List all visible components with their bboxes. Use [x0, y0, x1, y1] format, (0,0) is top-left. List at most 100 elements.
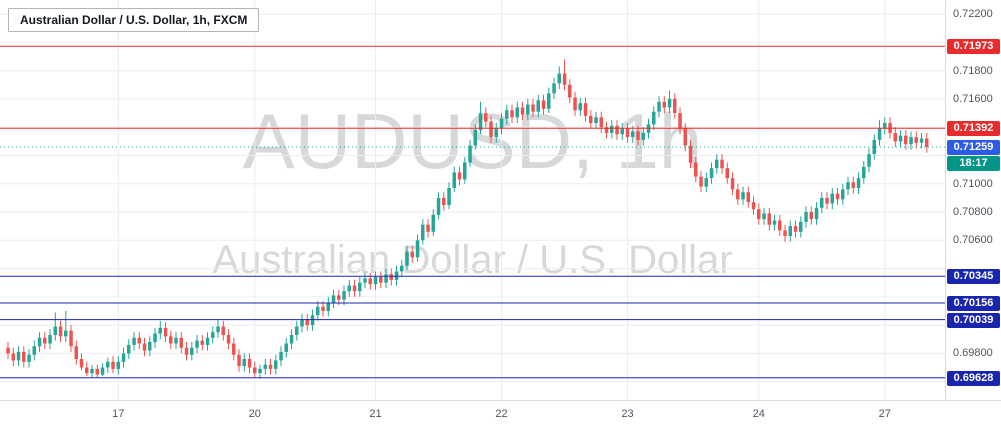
- candle-body: [158, 327, 162, 334]
- time-axis[interactable]: 17 20 21 22 23 24 27: [0, 400, 1001, 434]
- candle-body: [772, 220, 777, 225]
- legend-text: Australian Dollar / U.S. Dollar, 1h, FXC…: [20, 13, 248, 27]
- candle-body: [589, 115, 593, 123]
- candle-body: [347, 285, 351, 292]
- price-axis-label: 0.71800: [953, 65, 993, 77]
- candle-body: [79, 359, 84, 368]
- candle-body: [106, 361, 110, 368]
- candle-body: [53, 326, 57, 335]
- candle-body: [484, 113, 488, 122]
- candle-body: [820, 197, 824, 208]
- candle-body: [793, 226, 798, 232]
- candle-body: [720, 159, 724, 169]
- candle-body: [358, 282, 362, 292]
- candle-body: [541, 100, 546, 109]
- price-axis-label: 0.70800: [953, 206, 993, 218]
- candle-body: [783, 230, 787, 237]
- candle-body: [111, 361, 115, 369]
- candle-body: [410, 251, 414, 258]
- candle-body: [179, 337, 183, 348]
- candle-body: [762, 213, 766, 220]
- candle-body: [6, 347, 10, 354]
- price-chart-canvas[interactable]: [0, 0, 945, 400]
- bar-countdown-badge: 18:17: [947, 156, 1000, 171]
- candle-body: [352, 285, 357, 292]
- candle-body: [615, 125, 619, 135]
- candle-body: [505, 110, 509, 119]
- candle-body: [74, 346, 78, 359]
- candle-body: [452, 172, 456, 188]
- candle-body: [814, 207, 819, 220]
- candle-body: [652, 111, 656, 125]
- candle-body: [310, 315, 315, 326]
- candle-body: [289, 335, 294, 344]
- candle-body: [22, 351, 26, 362]
- candle-body: [284, 343, 288, 352]
- candle-body: [90, 368, 94, 374]
- candle-body: [442, 197, 446, 205]
- time-axis-label: 22: [495, 408, 508, 420]
- candle-body: [510, 110, 514, 118]
- candle-body: [825, 197, 829, 204]
- candle-body: [363, 278, 367, 283]
- candle-body: [489, 121, 493, 138]
- time-axis-label: 23: [621, 408, 634, 420]
- candle-body: [919, 138, 924, 143]
- candle-body: [142, 343, 147, 351]
- candle-body: [184, 347, 189, 355]
- candle-body: [867, 154, 871, 167]
- candle-body: [268, 364, 273, 369]
- price-axis[interactable]: 0.72200 0.71800 0.71600 0.71000 0.70800 0.706…: [945, 0, 1001, 400]
- candle-body: [478, 113, 483, 131]
- candle-body: [625, 128, 630, 138]
- level-price-badge: 0.70156: [947, 296, 1000, 311]
- candle-body: [872, 139, 876, 154]
- candle-body: [610, 125, 614, 133]
- candle-body: [211, 332, 215, 338]
- candle-body: [736, 189, 740, 200]
- candle-body: [27, 354, 31, 362]
- candle-body: [190, 347, 194, 355]
- level-price-badge: 0.71392: [947, 121, 1000, 136]
- candle-body: [636, 131, 640, 140]
- level-price-badge: 0.71973: [947, 39, 1000, 54]
- candle-body: [169, 336, 173, 344]
- candle-body: [457, 172, 462, 180]
- candle-body: [316, 306, 320, 316]
- candle-body: [515, 107, 519, 118]
- candle-body: [331, 295, 336, 303]
- candle-body: [767, 213, 771, 225]
- candle-body: [856, 178, 861, 188]
- candle-body: [757, 209, 761, 220]
- candle-body: [641, 132, 645, 140]
- candle-body: [405, 251, 409, 266]
- time-axis-label: 27: [878, 408, 891, 420]
- candle-body: [37, 337, 42, 347]
- candle-body: [578, 103, 582, 111]
- candle-body: [64, 330, 68, 337]
- candle-body: [400, 265, 404, 272]
- candle-body: [468, 145, 472, 163]
- candle-body: [499, 118, 504, 129]
- candle-body: [431, 214, 435, 232]
- candle-body: [673, 98, 677, 113]
- candle-body: [604, 127, 609, 133]
- candle-body: [242, 359, 246, 367]
- candle-body: [583, 103, 588, 116]
- time-axis-label: 21: [369, 408, 382, 420]
- level-lines: [0, 45, 945, 379]
- candle-body: [295, 326, 299, 335]
- candle-body: [573, 97, 577, 111]
- candle-body: [237, 354, 241, 367]
- candle-body: [368, 278, 372, 285]
- candle-body: [85, 367, 89, 374]
- candle-body: [226, 335, 231, 344]
- price-axis-label: 0.69800: [953, 347, 993, 359]
- candle-body: [305, 319, 309, 326]
- candle-body: [877, 128, 882, 140]
- candles-series: [6, 59, 929, 379]
- symbol-legend[interactable]: Australian Dollar / U.S. Dollar, 1h, FXC…: [8, 8, 260, 32]
- candle-body: [43, 337, 47, 344]
- candle-body: [715, 159, 719, 169]
- candle-body: [809, 212, 813, 220]
